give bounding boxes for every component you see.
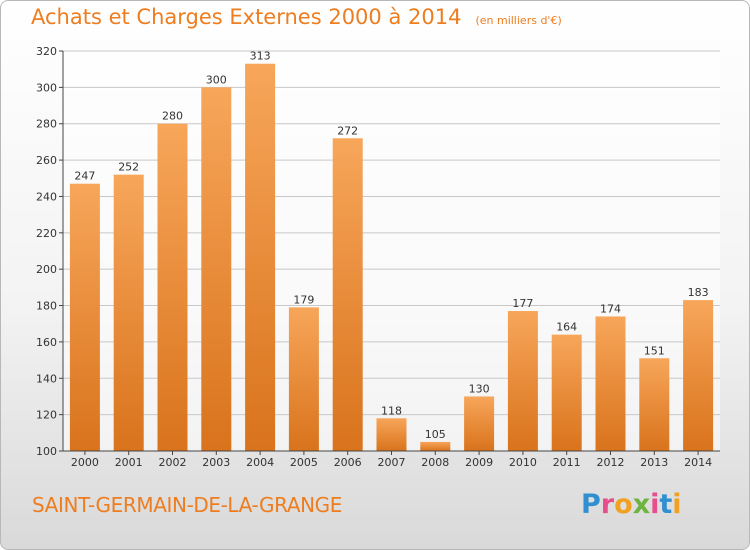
bar: [376, 418, 407, 451]
logo-letter: P: [581, 489, 601, 520]
bar: [639, 358, 670, 451]
logo-letter: i: [650, 489, 660, 520]
x-tick-label: 2006: [334, 456, 362, 469]
data-label: 174: [600, 302, 621, 315]
logo-letter: o: [614, 489, 633, 520]
chart-title: Achats et Charges Externes 2000 à 2014: [31, 5, 462, 29]
y-tick-label: 320: [36, 45, 57, 58]
data-label: 118: [381, 404, 402, 417]
x-tick-label: 2009: [465, 456, 493, 469]
logo-letter: x: [632, 489, 651, 520]
x-tick-label: 2003: [202, 456, 230, 469]
y-tick-label: 140: [36, 372, 57, 385]
data-label: 280: [162, 110, 183, 123]
y-tick-label: 220: [36, 227, 57, 240]
data-label: 252: [118, 161, 139, 174]
bar: [595, 316, 626, 451]
bar: [464, 396, 495, 451]
chart-subtitle: (en milliers d'€): [475, 14, 562, 27]
y-tick-label: 260: [36, 154, 57, 167]
y-tick-label: 180: [36, 300, 57, 313]
logo-letter: i: [672, 489, 682, 520]
data-label: 247: [74, 170, 95, 183]
logo-letter: r: [600, 489, 615, 520]
data-label: 130: [469, 382, 490, 395]
y-tick-label: 300: [36, 81, 57, 94]
x-tick-label: 2000: [71, 456, 99, 469]
data-label: 272: [337, 124, 358, 137]
x-tick-label: 2005: [290, 456, 318, 469]
y-tick-label: 160: [36, 336, 57, 349]
bar: [69, 183, 100, 451]
bar: [245, 63, 276, 452]
logo-letter: t: [659, 489, 673, 520]
data-label: 179: [293, 293, 314, 306]
x-tick-label: 2002: [159, 456, 187, 469]
data-label: 177: [512, 297, 533, 310]
bars: [69, 63, 714, 452]
data-label: 313: [250, 50, 271, 63]
title-row: Achats et Charges Externes 2000 à 2014 (…: [31, 5, 562, 35]
bar: [683, 300, 714, 451]
x-tick-label: 2012: [597, 456, 625, 469]
y-tick-label: 100: [36, 445, 57, 458]
data-label: 300: [206, 73, 227, 86]
bar: [420, 441, 451, 451]
commune-name: SAINT-GERMAIN-DE-LA-GRANGE: [32, 493, 342, 517]
x-tick-label: 2011: [553, 456, 581, 469]
x-tick-label: 2008: [421, 456, 449, 469]
data-label: 151: [644, 344, 665, 357]
bar: [507, 311, 538, 451]
axes: 100 120 140 160 180 200 220 240 260 280 300 320 2000…: [36, 45, 720, 469]
x-tick-label: 2007: [378, 456, 406, 469]
bar: [113, 174, 144, 452]
x-tick-label: 2013: [640, 456, 668, 469]
x-tick-label: 2001: [115, 456, 143, 469]
bar: [288, 307, 319, 451]
y-tick-label: 240: [36, 190, 57, 203]
bar: [551, 334, 582, 451]
bar: [201, 87, 232, 451]
data-labels: 247 252 280 300 313 179 272 118 105 130 177 164 174 1…: [74, 50, 708, 441]
x-tick-label: 2010: [509, 456, 537, 469]
y-tick-label: 200: [36, 263, 57, 276]
bar: [157, 123, 188, 452]
data-label: 164: [556, 321, 577, 334]
bar: [332, 138, 363, 452]
x-tick-label: 2014: [684, 456, 712, 469]
proxiti-logo[interactable]: Proxiti: [581, 489, 682, 520]
data-label: 105: [425, 428, 446, 441]
y-tick-label: 280: [36, 118, 57, 131]
data-label: 183: [688, 286, 709, 299]
y-tick-label: 120: [36, 409, 57, 422]
x-tick-label: 2004: [246, 456, 274, 469]
